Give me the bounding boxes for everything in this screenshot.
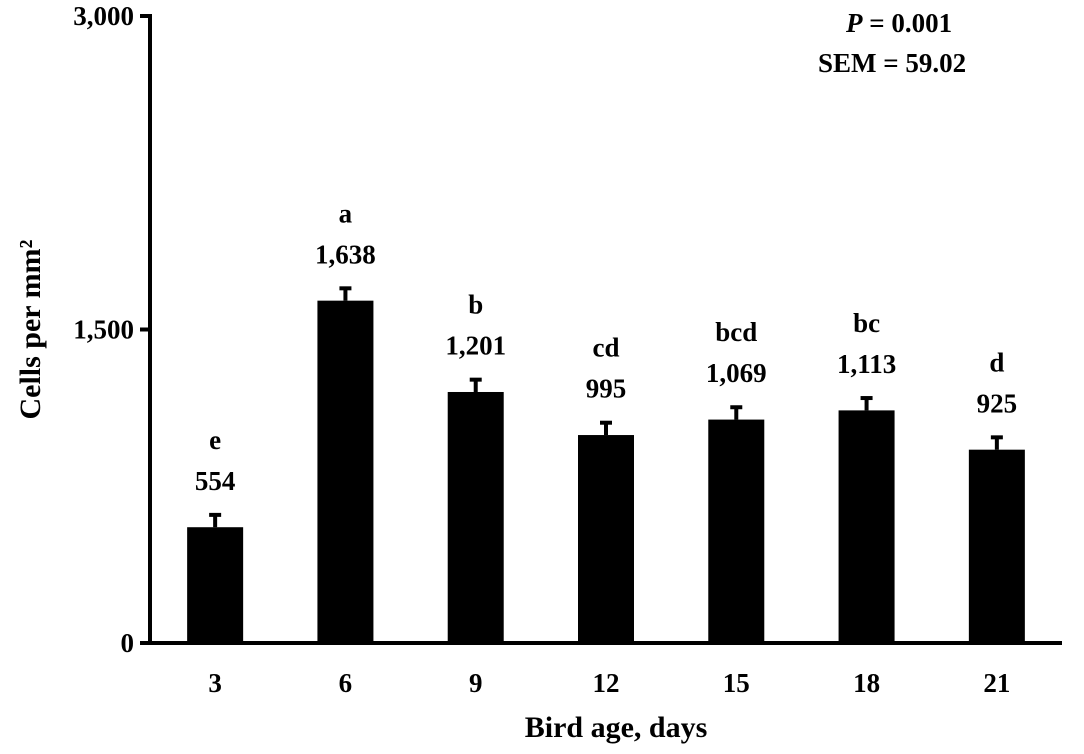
y-tick-label: 0 bbox=[121, 628, 135, 658]
x-tick-label: 15 bbox=[723, 668, 750, 698]
data-label: 925 bbox=[977, 388, 1018, 418]
data-label: 554 bbox=[195, 466, 236, 496]
x-axis-title: Bird age, days bbox=[525, 711, 708, 744]
error-bars-group bbox=[209, 286, 1003, 528]
x-tick-label: 21 bbox=[983, 668, 1010, 698]
data-label: 1,069 bbox=[706, 358, 767, 388]
bar bbox=[317, 300, 374, 643]
bar bbox=[968, 449, 1025, 643]
bar bbox=[838, 410, 895, 643]
significance-letter: d bbox=[989, 347, 1004, 377]
significance-letter: bcd bbox=[715, 317, 757, 347]
significance-letter: a bbox=[339, 198, 353, 228]
p-value-text: = 0.001 bbox=[863, 8, 953, 38]
significance-letter: b bbox=[468, 290, 483, 320]
bar bbox=[578, 435, 634, 643]
bar bbox=[187, 527, 244, 643]
p-value-annotation: P = 0.001 bbox=[845, 8, 952, 38]
y-tick-label: 3,000 bbox=[73, 1, 134, 31]
data-label: 1,638 bbox=[315, 239, 376, 269]
p-symbol: P bbox=[845, 8, 863, 38]
bars-group bbox=[187, 300, 1025, 643]
data-label: 995 bbox=[586, 374, 627, 404]
significance-letter: cd bbox=[593, 333, 620, 363]
y-tick-label: 1,500 bbox=[73, 315, 134, 345]
sem-annotation: SEM = 59.02 bbox=[818, 48, 966, 78]
significance-letter: e bbox=[209, 425, 221, 455]
data-label: 1,201 bbox=[445, 331, 506, 361]
x-tick-label: 3 bbox=[208, 668, 222, 698]
value-labels-group: 554 1,638 1,201 995 1,069 1,113 925 bbox=[195, 239, 1017, 496]
x-tick-label: 18 bbox=[853, 668, 880, 698]
x-ticks-group: 3 6 9 12 15 18 21 bbox=[208, 668, 1010, 698]
x-tick-label: 6 bbox=[339, 668, 353, 698]
y-axis-title: Cells per mm² bbox=[14, 239, 47, 419]
data-label: 1,113 bbox=[837, 349, 896, 379]
bar bbox=[708, 419, 765, 643]
significance-letter: bc bbox=[853, 308, 880, 338]
x-tick-label: 12 bbox=[593, 668, 620, 698]
y-ticks-group: 0 1,500 3,000 bbox=[73, 1, 150, 658]
bar bbox=[447, 391, 504, 643]
x-tick-label: 9 bbox=[469, 668, 483, 698]
